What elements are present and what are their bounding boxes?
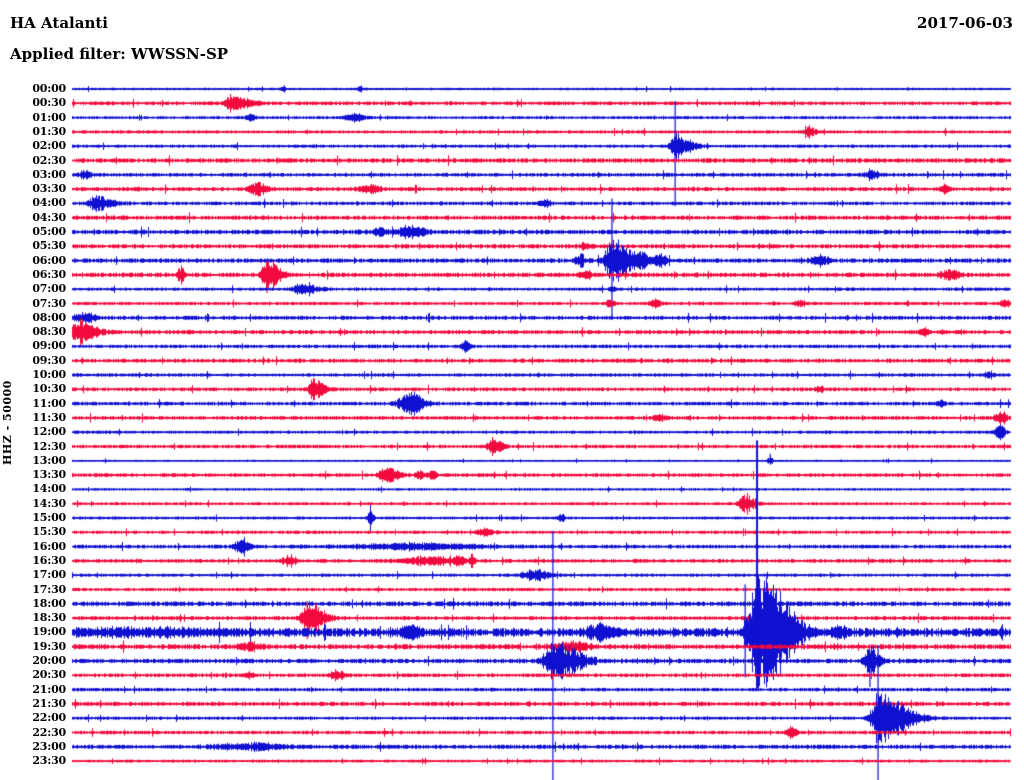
seismogram-canvas	[0, 0, 1024, 780]
seismogram-page: HA Atalanti 2017-06-03 Applied filter: W…	[0, 0, 1024, 780]
